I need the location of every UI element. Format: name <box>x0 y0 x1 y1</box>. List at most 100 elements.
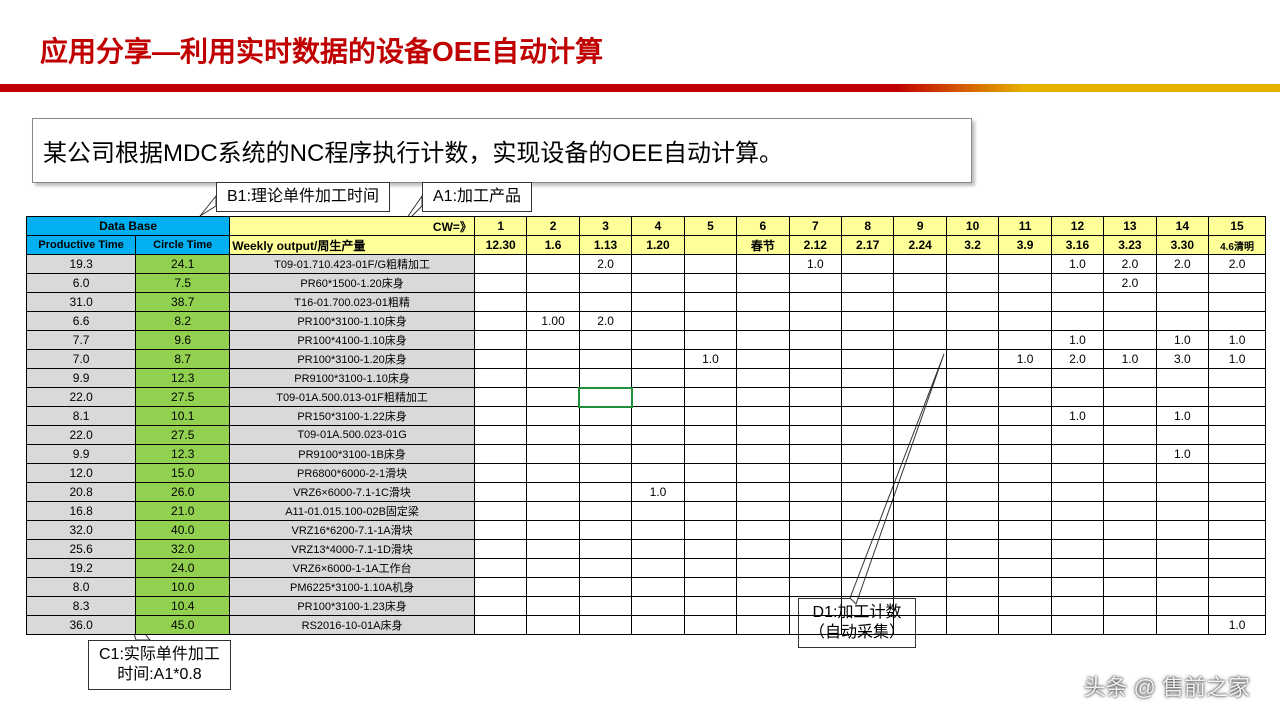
value-cell[interactable]: 1.0 <box>1156 445 1208 464</box>
value-cell[interactable] <box>632 255 684 274</box>
value-cell[interactable] <box>1156 274 1208 293</box>
value-cell[interactable] <box>1156 616 1208 635</box>
value-cell[interactable] <box>946 274 998 293</box>
value-cell[interactable] <box>1104 559 1156 578</box>
value-cell[interactable] <box>789 445 841 464</box>
value-cell[interactable] <box>789 293 841 312</box>
value-cell[interactable] <box>1051 312 1103 331</box>
value-cell[interactable] <box>632 445 684 464</box>
value-cell[interactable] <box>1156 559 1208 578</box>
value-cell[interactable] <box>946 540 998 559</box>
value-cell[interactable] <box>842 521 894 540</box>
value-cell[interactable] <box>842 331 894 350</box>
value-cell[interactable] <box>946 464 998 483</box>
value-cell[interactable] <box>684 274 736 293</box>
value-cell[interactable] <box>737 445 789 464</box>
value-cell[interactable] <box>789 426 841 445</box>
value-cell[interactable] <box>894 502 946 521</box>
value-cell[interactable] <box>1104 388 1156 407</box>
value-cell[interactable] <box>1051 559 1103 578</box>
value-cell[interactable] <box>737 369 789 388</box>
value-cell[interactable] <box>632 274 684 293</box>
value-cell[interactable] <box>789 312 841 331</box>
value-cell[interactable] <box>737 540 789 559</box>
value-cell[interactable]: 1.0 <box>1209 331 1266 350</box>
value-cell[interactable] <box>737 521 789 540</box>
value-cell[interactable] <box>999 502 1051 521</box>
value-cell[interactable]: 2.0 <box>579 312 631 331</box>
value-cell[interactable] <box>789 388 841 407</box>
value-cell[interactable] <box>1104 445 1156 464</box>
value-cell[interactable] <box>579 331 631 350</box>
value-cell[interactable] <box>1209 426 1266 445</box>
value-cell[interactable] <box>632 426 684 445</box>
value-cell[interactable] <box>1209 559 1266 578</box>
value-cell[interactable] <box>946 426 998 445</box>
value-cell[interactable] <box>999 445 1051 464</box>
value-cell[interactable] <box>1156 388 1208 407</box>
value-cell[interactable] <box>474 597 526 616</box>
value-cell[interactable] <box>946 312 998 331</box>
value-cell[interactable] <box>1104 312 1156 331</box>
value-cell[interactable] <box>1209 578 1266 597</box>
value-cell[interactable] <box>999 597 1051 616</box>
value-cell[interactable] <box>474 578 526 597</box>
value-cell[interactable] <box>894 597 946 616</box>
value-cell[interactable] <box>474 407 526 426</box>
value-cell[interactable] <box>789 464 841 483</box>
value-cell[interactable] <box>474 464 526 483</box>
value-cell[interactable] <box>1051 540 1103 559</box>
value-cell[interactable] <box>684 445 736 464</box>
value-cell[interactable] <box>1209 540 1266 559</box>
value-cell[interactable] <box>999 293 1051 312</box>
value-cell[interactable] <box>684 578 736 597</box>
value-cell[interactable] <box>527 502 579 521</box>
value-cell[interactable] <box>1156 502 1208 521</box>
value-cell[interactable] <box>789 559 841 578</box>
value-cell[interactable] <box>894 540 946 559</box>
value-cell[interactable] <box>894 274 946 293</box>
value-cell[interactable]: 2.0 <box>1209 255 1266 274</box>
value-cell[interactable] <box>579 616 631 635</box>
value-cell[interactable]: 1.0 <box>1156 331 1208 350</box>
value-cell[interactable] <box>684 597 736 616</box>
value-cell[interactable] <box>632 464 684 483</box>
value-cell[interactable] <box>999 312 1051 331</box>
value-cell[interactable] <box>1051 483 1103 502</box>
value-cell[interactable] <box>1156 312 1208 331</box>
value-cell[interactable]: 1.0 <box>632 483 684 502</box>
value-cell[interactable] <box>737 616 789 635</box>
value-cell[interactable] <box>474 331 526 350</box>
value-cell[interactable] <box>894 255 946 274</box>
value-cell[interactable] <box>1104 331 1156 350</box>
value-cell[interactable] <box>527 407 579 426</box>
value-cell[interactable] <box>842 312 894 331</box>
value-cell[interactable] <box>737 255 789 274</box>
value-cell[interactable] <box>1209 293 1266 312</box>
value-cell[interactable] <box>527 255 579 274</box>
value-cell[interactable] <box>579 293 631 312</box>
value-cell[interactable] <box>632 369 684 388</box>
value-cell[interactable] <box>842 369 894 388</box>
value-cell[interactable] <box>527 350 579 369</box>
value-cell[interactable] <box>1209 369 1266 388</box>
value-cell[interactable] <box>1104 597 1156 616</box>
value-cell[interactable] <box>1156 293 1208 312</box>
value-cell[interactable] <box>632 597 684 616</box>
value-cell[interactable] <box>579 521 631 540</box>
value-cell[interactable] <box>894 616 946 635</box>
value-cell[interactable] <box>632 293 684 312</box>
value-cell[interactable] <box>737 578 789 597</box>
value-cell[interactable] <box>894 369 946 388</box>
value-cell[interactable] <box>737 559 789 578</box>
value-cell[interactable] <box>1209 483 1266 502</box>
value-cell[interactable]: 1.0 <box>789 255 841 274</box>
value-cell[interactable] <box>1209 312 1266 331</box>
value-cell[interactable] <box>632 350 684 369</box>
value-cell[interactable] <box>527 274 579 293</box>
value-cell[interactable] <box>474 616 526 635</box>
value-cell[interactable] <box>842 483 894 502</box>
value-cell[interactable] <box>737 331 789 350</box>
value-cell[interactable] <box>684 255 736 274</box>
value-cell[interactable] <box>632 521 684 540</box>
